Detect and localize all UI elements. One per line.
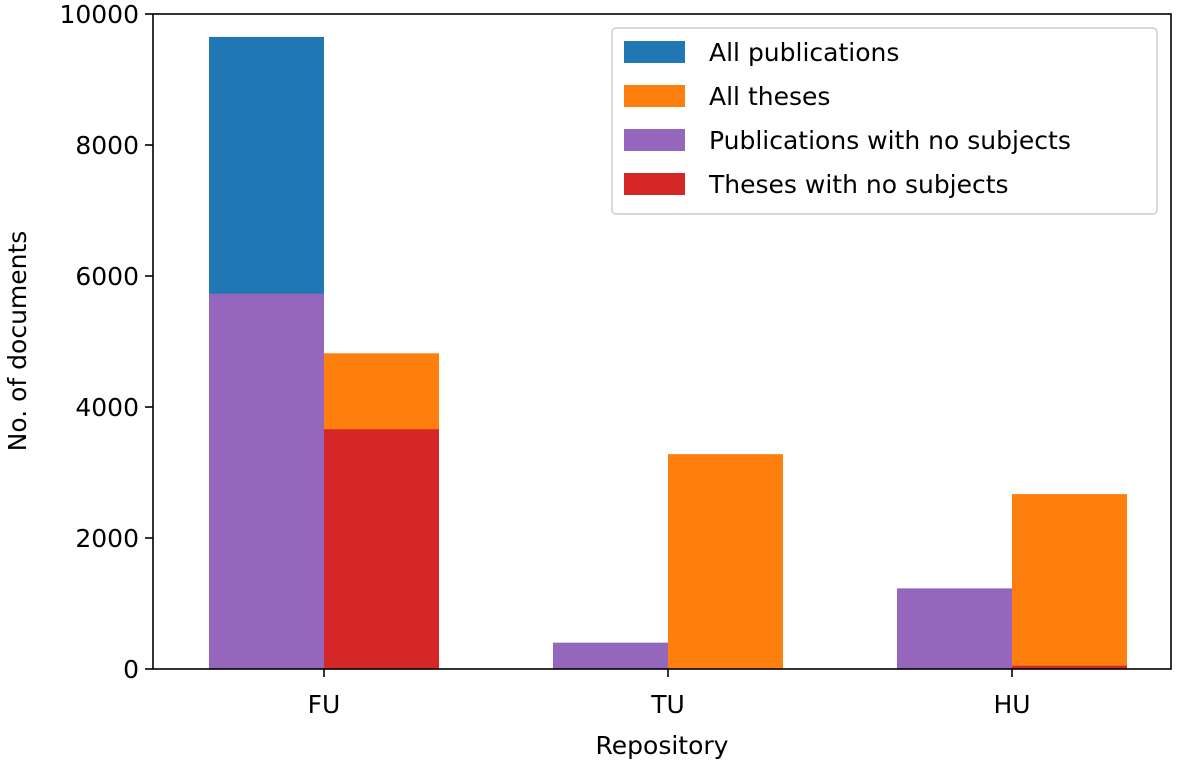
legend-swatch xyxy=(624,85,685,107)
legend-swatch xyxy=(624,173,685,195)
x-axis-label: Repository xyxy=(596,731,729,760)
legend-label: Publications with no subjects xyxy=(709,126,1071,155)
legend: All publications All theses Publications w… xyxy=(611,27,1158,215)
legend-label: All publications xyxy=(709,38,899,67)
x-tick-label: TU xyxy=(650,690,685,719)
y-tick-label: 2000 xyxy=(75,524,139,553)
legend-label: All theses xyxy=(709,82,830,111)
legend-swatch xyxy=(624,129,685,151)
y-tick-label: 10000 xyxy=(59,0,139,29)
x-tick-label: HU xyxy=(993,690,1030,719)
bar-theses-with-no-subjects-hu xyxy=(1012,665,1127,669)
y-tick-label: 4000 xyxy=(75,393,139,422)
legend-box xyxy=(611,27,1158,215)
y-tick-label: 0 xyxy=(123,655,139,684)
legend-label: Theses with no subjects xyxy=(708,170,1009,199)
bar-all-theses-hu xyxy=(1012,494,1127,669)
y-axis-label: No. of documents xyxy=(3,231,32,452)
y-axis-ticks: 0 2000 4000 6000 8000 10000 xyxy=(59,0,153,684)
axes xyxy=(152,13,1172,670)
x-tick-label: FU xyxy=(308,690,341,719)
bar-publications-with-no-subjects-tu xyxy=(553,642,668,669)
plot-frame xyxy=(152,13,1172,670)
legend-swatch xyxy=(624,41,685,63)
bar-publications-with-no-subjects-fu xyxy=(209,293,324,669)
bars-layer xyxy=(209,36,1127,670)
y-tick-label: 6000 xyxy=(75,262,139,291)
bar-all-theses-tu xyxy=(668,454,783,669)
bar-publications-with-no-subjects-hu xyxy=(897,588,1012,669)
bar-theses-with-no-subjects-fu xyxy=(324,429,439,669)
x-axis-ticks: FU TU HU xyxy=(308,669,1031,719)
y-tick-label: 8000 xyxy=(75,131,139,160)
